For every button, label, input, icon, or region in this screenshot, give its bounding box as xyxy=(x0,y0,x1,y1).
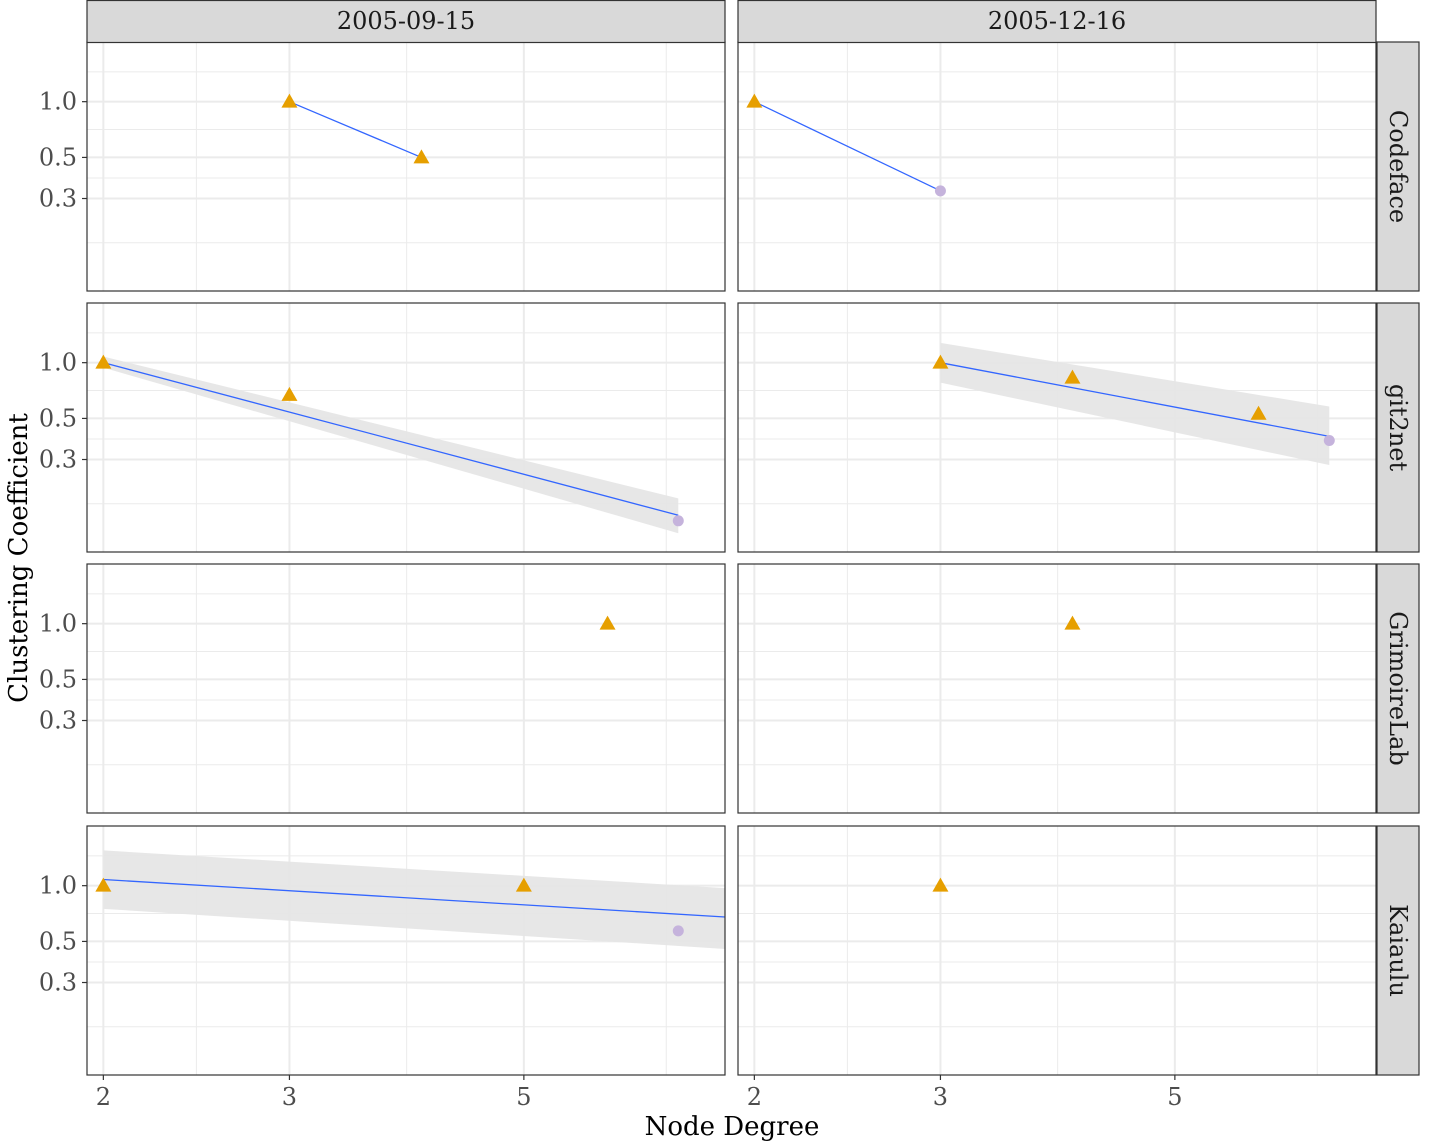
data-point-triangle xyxy=(515,877,532,892)
strip-background xyxy=(1376,41,1420,292)
row-strip-label: Kaiaulu xyxy=(1384,904,1412,997)
data-point-triangle xyxy=(1064,369,1081,384)
strip-background xyxy=(1376,302,1420,553)
data-point-triangle xyxy=(932,877,949,892)
column-strip-label: 2005-12-16 xyxy=(988,7,1126,35)
y-tick-label: 0.5 xyxy=(39,404,77,432)
strip-right-Codeface: Codeface xyxy=(1376,41,1420,292)
panel-border xyxy=(86,825,726,1076)
y-tick-label: 0.5 xyxy=(39,927,77,955)
panel-GrimoireLab-2005-12-16 xyxy=(737,563,1377,814)
data-point-triangle xyxy=(95,354,112,369)
panel-git2net-2005-12-16 xyxy=(737,302,1377,553)
fit-line xyxy=(103,362,679,516)
y-tick-label: 1.0 xyxy=(39,349,77,377)
data-point-triangle xyxy=(281,93,298,108)
y-tick-label: 0.5 xyxy=(39,143,77,171)
strip-top-2005-09-15: 2005-09-15 xyxy=(86,0,726,44)
panel-git2net-2005-09-15 xyxy=(86,302,726,553)
confidence-ribbon xyxy=(940,342,1330,466)
panel-border xyxy=(86,563,726,814)
y-axis-title: Clustering Coefficient xyxy=(4,413,34,703)
data-point-triangle xyxy=(1250,405,1267,420)
panel-background xyxy=(87,564,725,813)
y-tick-label: 0.3 xyxy=(39,446,77,474)
strip-background xyxy=(1376,563,1420,814)
row-strip-label: Codeface xyxy=(1384,110,1412,223)
panel-border xyxy=(737,563,1377,814)
axes-layer: 1.0 0.5 0.3 1.0 0.5 0.3 1.0 0.5 0.3 1.0 0.5 0.3 2 3 5 2… xyxy=(39,88,1183,1111)
data-point-circle xyxy=(934,185,946,197)
x-tick-label: 5 xyxy=(1167,1083,1182,1111)
data-point-triangle xyxy=(932,354,949,369)
x-tick-label: 5 xyxy=(516,1083,531,1111)
fit-line xyxy=(289,101,422,159)
y-tick-label: 0.3 xyxy=(39,707,77,735)
panel-background xyxy=(738,42,1376,291)
x-tick-label: 3 xyxy=(933,1083,948,1111)
panel-background xyxy=(738,826,1376,1075)
y-tick-label: 1.0 xyxy=(39,610,77,638)
row-strip-label: git2net xyxy=(1384,384,1412,472)
panel-Kaiaulu-2005-09-15 xyxy=(86,825,726,1076)
data-point-triangle xyxy=(1064,615,1081,630)
y-tick-label: 0.3 xyxy=(39,185,77,213)
fit-line xyxy=(940,362,1330,438)
panels-layer xyxy=(86,41,1377,1076)
strip-right-GrimoireLab: GrimoireLab xyxy=(1376,563,1420,814)
panel-background xyxy=(738,564,1376,813)
y-tick-label: 0.3 xyxy=(39,969,77,997)
x-tick-label: 2 xyxy=(96,1083,111,1111)
strip-background xyxy=(737,0,1377,44)
strip-top-2005-12-16: 2005-12-16 xyxy=(737,0,1377,44)
data-point-triangle xyxy=(413,149,430,164)
data-point-triangle xyxy=(95,877,112,892)
x-tick-label: 2 xyxy=(747,1083,762,1111)
column-strip-label: 2005-09-15 xyxy=(337,7,475,35)
y-tick-label: 0.5 xyxy=(39,665,77,693)
panel-border xyxy=(737,825,1377,1076)
fit-line xyxy=(754,101,941,192)
x-tick-label: 3 xyxy=(282,1083,297,1111)
panel-GrimoireLab-2005-09-15 xyxy=(86,563,726,814)
strip-background xyxy=(1376,825,1420,1076)
strip-right-git2net: git2net xyxy=(1376,302,1420,553)
data-point-circle xyxy=(1323,434,1335,446)
panel-border xyxy=(737,302,1377,553)
strip-right-Kaiaulu: Kaiaulu xyxy=(1376,825,1420,1076)
row-strip-label: GrimoireLab xyxy=(1384,611,1412,766)
panel-Codeface-2005-09-15 xyxy=(86,41,726,292)
confidence-ribbon xyxy=(103,850,725,949)
strip-background xyxy=(86,0,726,44)
data-point-triangle xyxy=(599,615,616,630)
data-point-circle xyxy=(672,515,684,527)
strips-layer: 2005-09-15 2005-12-16 Codeface git2net Grimo… xyxy=(86,0,1420,1076)
panel-border xyxy=(86,302,726,553)
panel-Kaiaulu-2005-12-16 xyxy=(737,825,1377,1076)
panel-background xyxy=(87,42,725,291)
x-axis-title: Node Degree xyxy=(645,1112,820,1142)
y-tick-label: 1.0 xyxy=(39,872,77,900)
data-point-triangle xyxy=(281,386,298,401)
panel-Codeface-2005-12-16 xyxy=(737,41,1377,292)
fit-line xyxy=(103,878,725,918)
data-point-triangle xyxy=(746,93,763,108)
y-tick-label: 1.0 xyxy=(39,88,77,116)
data-point-circle xyxy=(672,925,684,937)
